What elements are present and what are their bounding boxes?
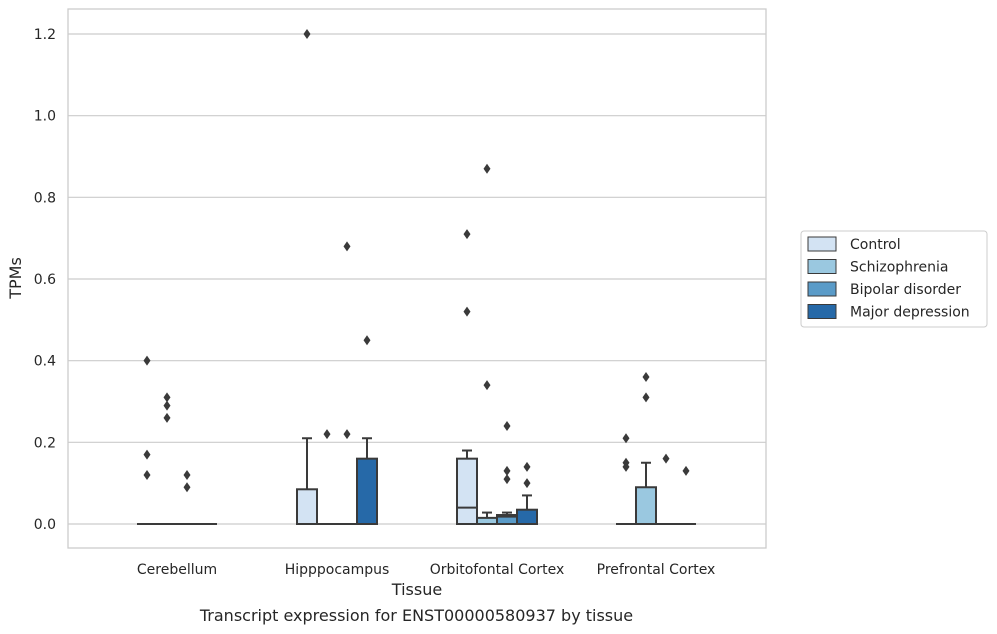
- outlier-point: [622, 433, 630, 444]
- outlier-point: [143, 470, 151, 480]
- box: [296, 488, 318, 525]
- legend-swatch: [807, 304, 837, 319]
- legend: Control Schizophrenia Bipolar disorder Majo…: [800, 230, 988, 328]
- legend-label: Control: [850, 237, 901, 253]
- legend-label: Major depression: [850, 305, 970, 321]
- outlier-point: [463, 306, 471, 317]
- outlier-point: [143, 449, 151, 460]
- y-tick-label: 0.6: [34, 272, 56, 288]
- outlier-point: [642, 392, 650, 403]
- y-tick-labels: 0.0 0.2 0.4 0.6 0.8 1.0 1.2: [34, 27, 56, 533]
- outlier-point: [183, 482, 191, 493]
- outlier-point: [503, 465, 511, 476]
- outlier-point: [183, 470, 191, 480]
- outlier-point: [343, 241, 351, 252]
- x-tick-label: Hipppocampus: [285, 562, 390, 578]
- outlier-point: [503, 421, 511, 431]
- y-tick-label: 0.2: [34, 435, 56, 451]
- y-tick-label: 0.4: [34, 354, 56, 370]
- legend-swatch: [807, 236, 837, 252]
- y-axis-label: TPMs: [6, 257, 25, 300]
- y-tick-label: 0.8: [34, 190, 56, 206]
- x-axis-label: Tissue: [391, 580, 442, 599]
- outliers: [143, 29, 690, 493]
- outlier-point: [523, 461, 531, 472]
- outlier-point: [662, 453, 670, 464]
- outlier-point: [343, 429, 351, 440]
- outlier-point: [303, 29, 311, 39]
- legend-label: Schizophrenia: [850, 260, 948, 276]
- outlier-point: [143, 355, 151, 366]
- legend-label: Bipolar disorder: [850, 282, 961, 298]
- box: [635, 486, 657, 525]
- x-tick-label: Cerebellum: [137, 562, 217, 578]
- legend-frame: [800, 230, 988, 328]
- outlier-point: [503, 474, 511, 485]
- outlier-point: [622, 461, 630, 472]
- outlier-point: [483, 380, 491, 391]
- y-tick-label: 0.0: [34, 517, 56, 533]
- outlier-point: [682, 465, 690, 476]
- outlier-point: [163, 392, 171, 403]
- x-tick-label: Orbitofontal Cortex: [430, 562, 565, 578]
- outlier-point: [483, 163, 491, 174]
- outlier-point: [523, 478, 531, 489]
- legend-swatch: [807, 281, 837, 297]
- outlier-point: [323, 429, 331, 440]
- x-tick-labels: Cerebellum Hipppocampus Orbitofontal Corte…: [137, 562, 715, 578]
- outlier-point: [163, 400, 171, 411]
- box: [456, 457, 478, 525]
- outlier-point: [163, 412, 171, 423]
- outlier-point: [463, 229, 471, 240]
- outlier-point: [642, 372, 650, 382]
- chart-caption: Transcript expression for ENST0000058093…: [199, 606, 634, 625]
- y-tick-label: 1.0: [34, 109, 56, 125]
- box: [516, 508, 538, 526]
- box: [356, 457, 378, 525]
- boxes: [137, 437, 696, 526]
- outlier-point: [363, 335, 371, 346]
- y-tick-label: 1.2: [34, 27, 56, 43]
- x-tick-label: Prefrontal Cortex: [597, 562, 716, 578]
- legend-swatch: [807, 259, 837, 274]
